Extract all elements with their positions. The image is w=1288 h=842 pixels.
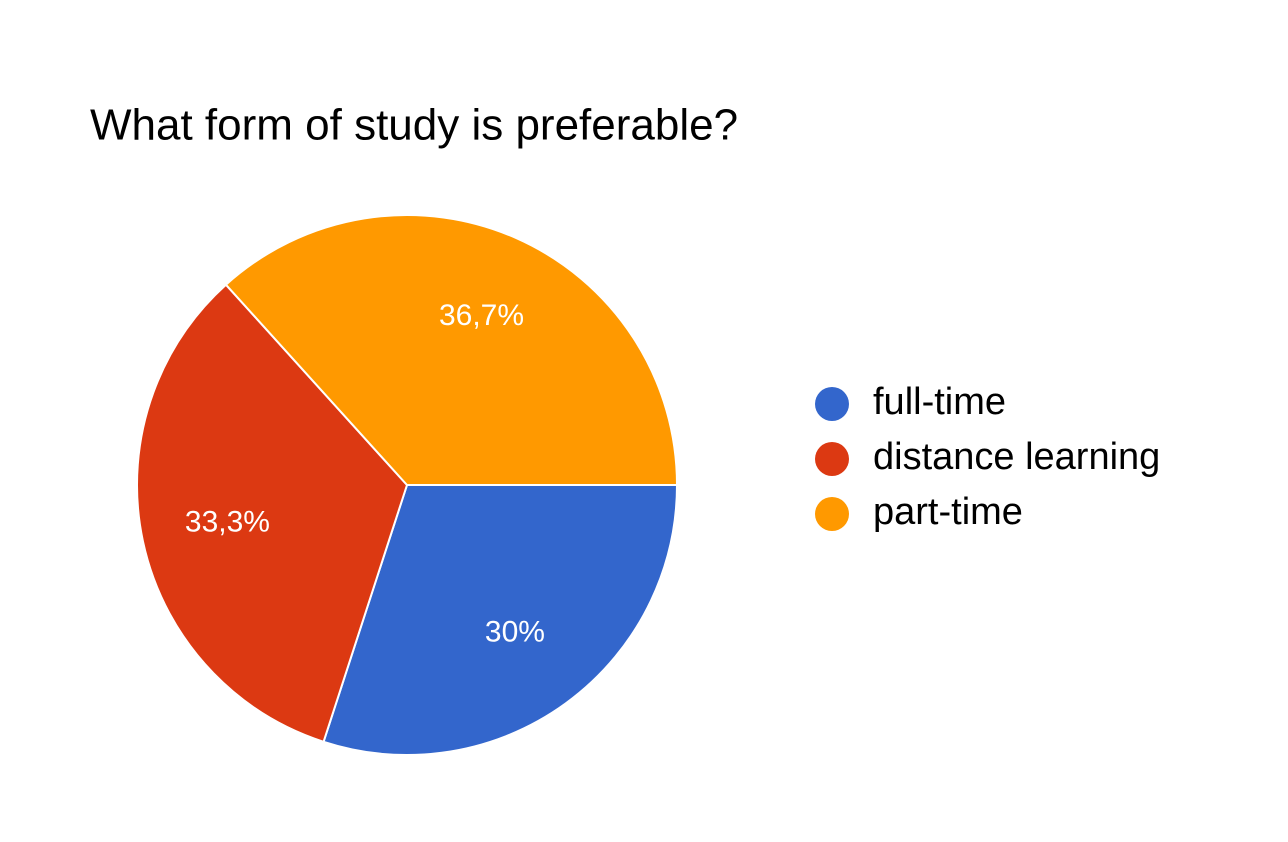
legend-label: full-time (873, 381, 1006, 423)
legend-swatch (815, 442, 849, 476)
pie-slice (224, 214, 679, 486)
pie-slice (322, 484, 679, 756)
chart-title: What form of study is preferable? (90, 101, 738, 150)
legend-swatch (815, 387, 849, 421)
legend-swatch (815, 497, 849, 531)
slice-label: 30% (485, 615, 545, 648)
pie-slice (136, 283, 409, 744)
slice-label: 36,7% (439, 299, 524, 332)
legend-label: part-time (873, 491, 1023, 533)
legend-label: distance learning (873, 436, 1160, 478)
slice-label: 33,3% (185, 505, 270, 538)
